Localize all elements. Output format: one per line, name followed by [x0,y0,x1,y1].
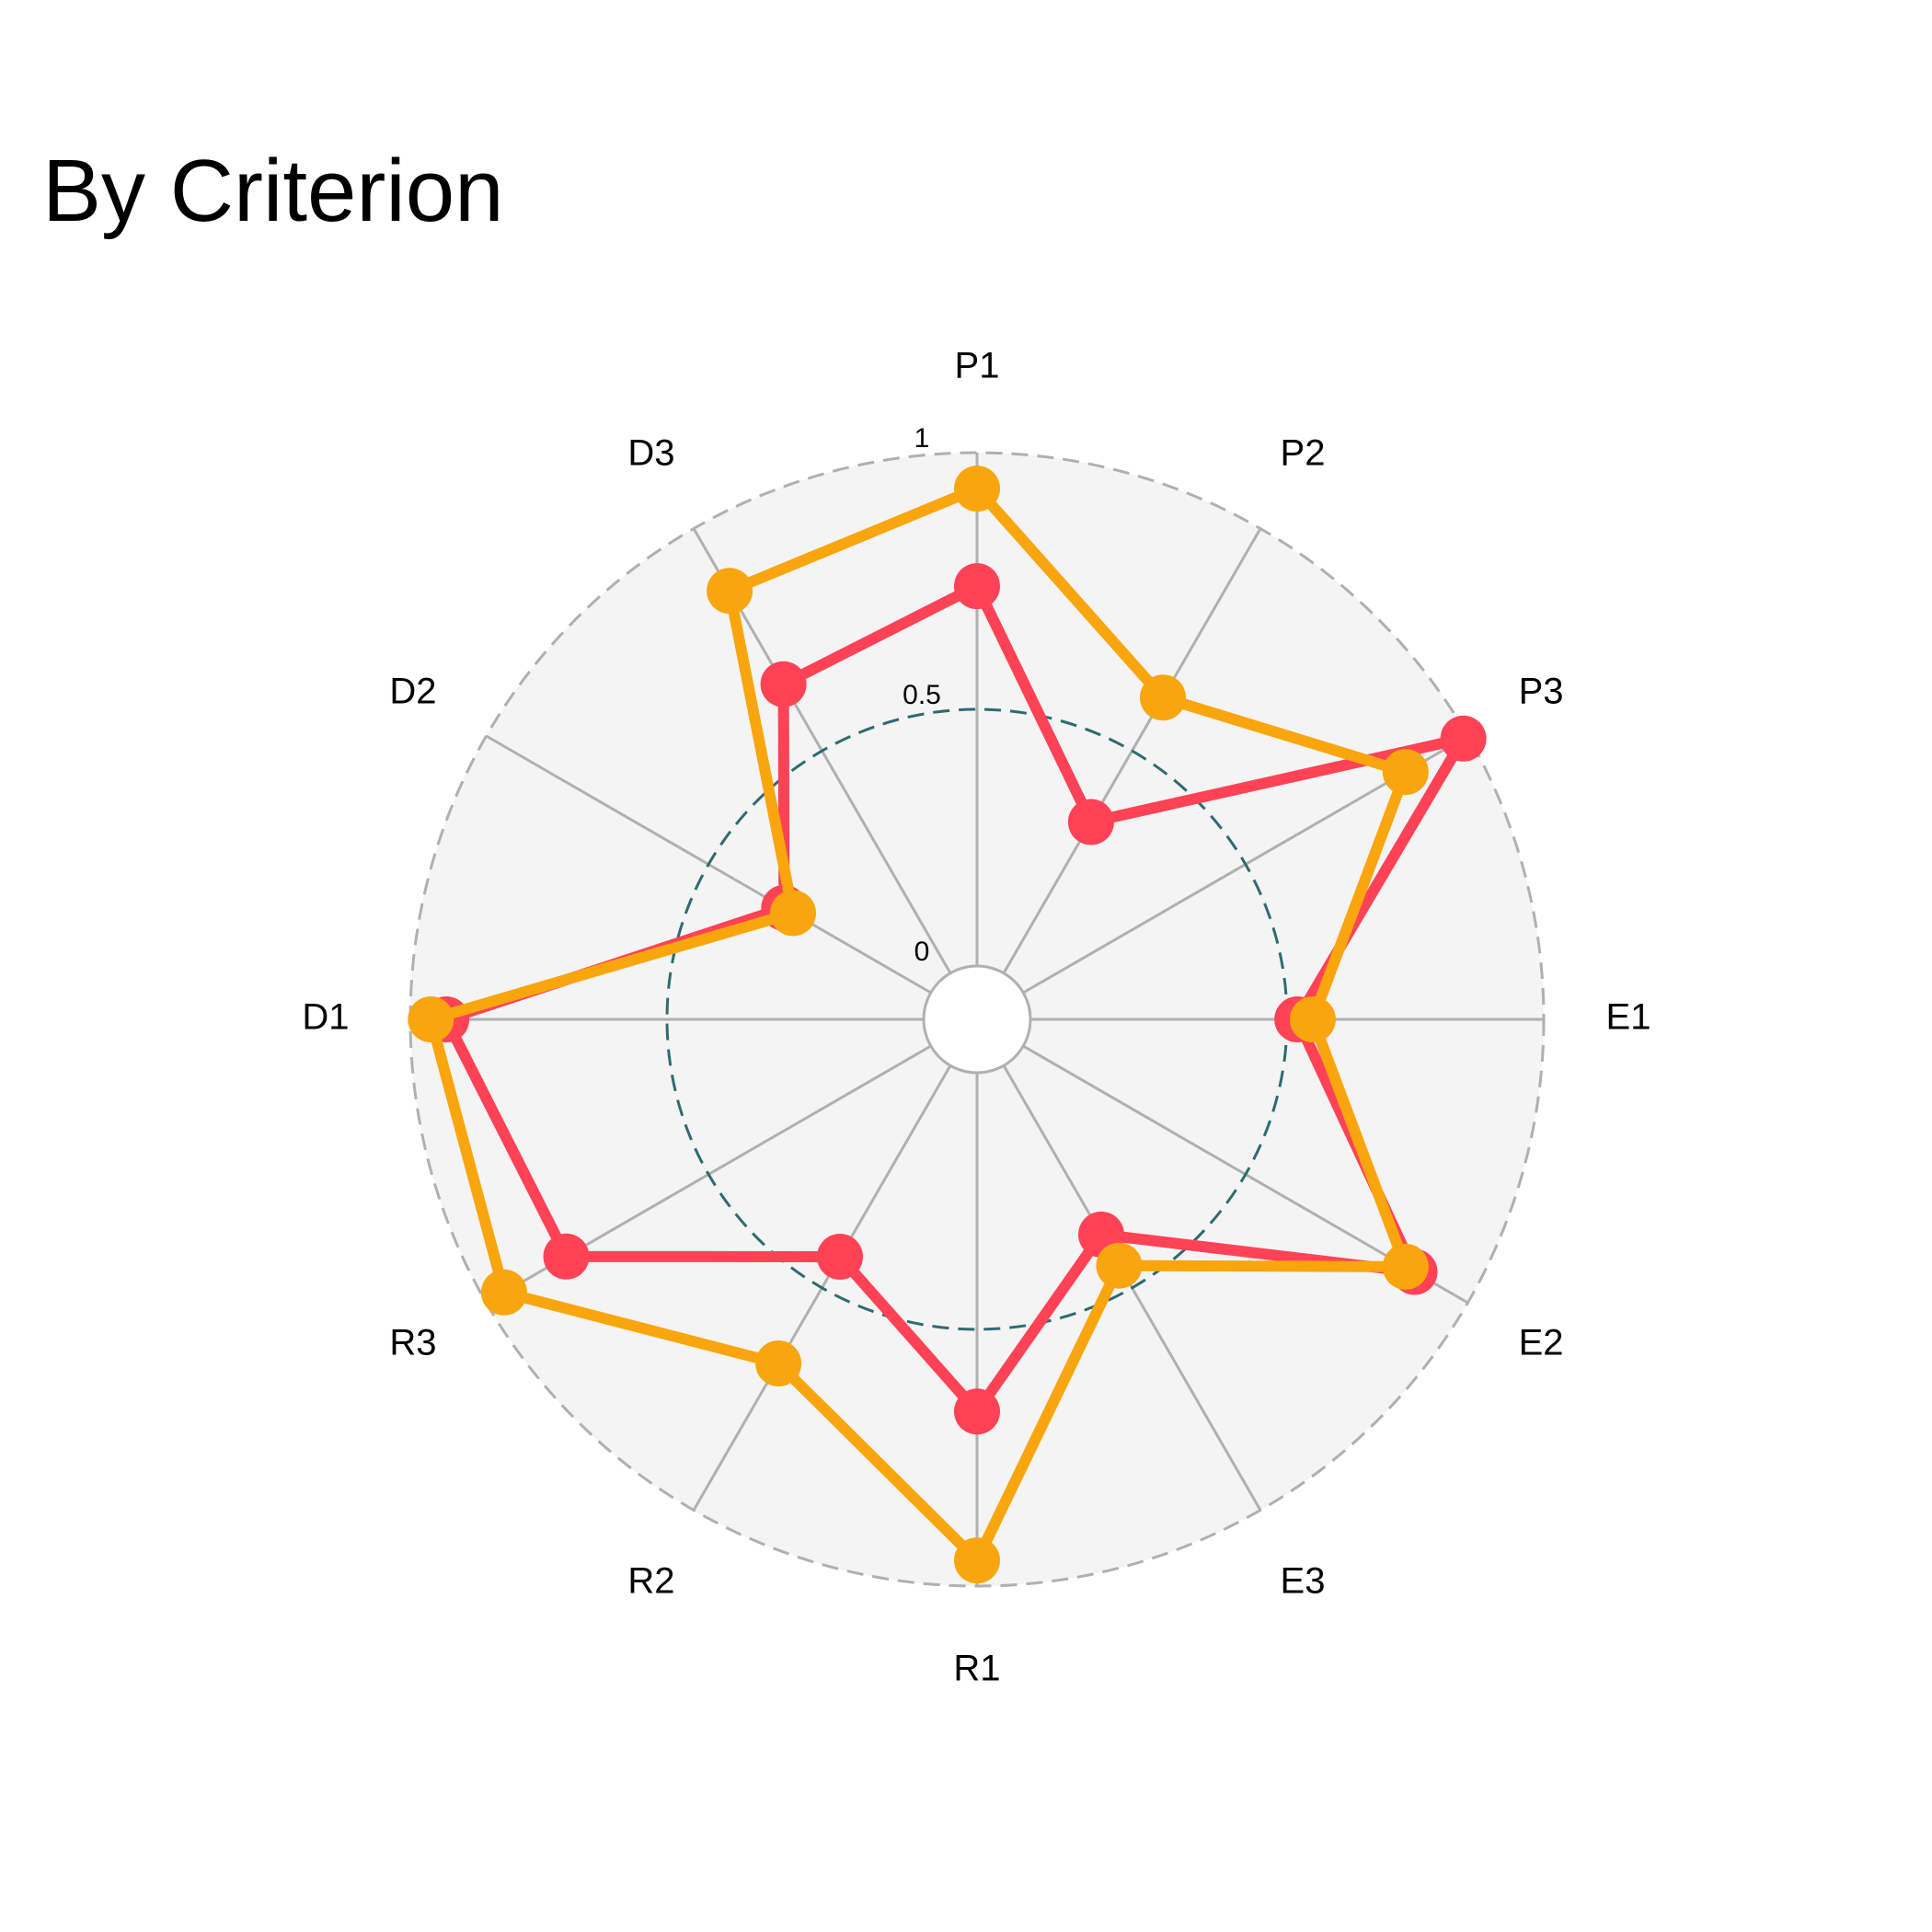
category-label-d1: D1 [302,997,349,1038]
radial-tick-label: 1 [914,423,930,454]
series-2-point-d2 [770,890,816,937]
series-1-point-r1 [954,1388,1000,1435]
radial-tick-label: 0 [914,937,930,967]
series-2-point-d1 [408,996,454,1042]
series-2-point-e2 [1382,1243,1429,1290]
category-label-r2: R2 [627,1561,674,1602]
radar-labels: 0 0.5 1 P1 P2 P3 E1 E2 E3 R1 R2 R3 D1 D2 D3 [302,346,1650,1689]
series-2-point-r1 [954,1537,1000,1584]
radial-tick-label: 0.5 [903,680,941,710]
series-1-point-p2 [1067,799,1114,845]
series-2-point-p2 [1140,674,1186,721]
category-label-r3: R3 [389,1323,436,1363]
series-2 [408,466,1429,1584]
series-2-point-r2 [755,1340,802,1386]
series-2-point-e1 [1289,996,1336,1042]
series-1-point-d3 [760,661,807,707]
category-label-e3: E3 [1281,1561,1326,1602]
chart-title: By Criterion [42,142,504,240]
category-label-d2: D2 [389,672,436,712]
radar-background [410,453,1544,1586]
series-1-point-p3 [1440,715,1487,762]
category-label-e1: E1 [1606,997,1651,1038]
series-1-point-p1 [954,563,1000,610]
series-2-point-p1 [954,466,1000,512]
category-label-p2: P2 [1281,432,1326,473]
category-label-e2: E2 [1519,1323,1564,1363]
series-1-point-r2 [817,1234,863,1280]
series-2-point-e3 [1096,1242,1143,1289]
radial-gridline-p2 [1002,527,1262,974]
inner-circle [922,964,1032,1075]
series-2-point-d3 [707,568,753,615]
series-2-point-r3 [480,1269,527,1316]
category-label-d3: D3 [627,432,674,473]
category-label-r1: R1 [953,1649,1000,1689]
series-1-point-r3 [543,1233,590,1280]
series-2-point-p3 [1382,749,1429,796]
radar-plot-area [410,453,1544,1586]
category-label-p1: P1 [955,346,1000,386]
category-label-p3: P3 [1519,672,1564,712]
radar-series [408,466,1487,1584]
